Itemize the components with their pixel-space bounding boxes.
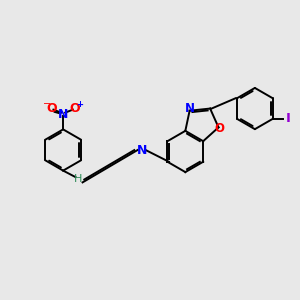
Text: O: O <box>46 102 57 115</box>
Text: N: N <box>58 108 68 121</box>
Text: N: N <box>136 143 147 157</box>
Text: H: H <box>74 174 82 184</box>
Text: O: O <box>214 122 224 135</box>
Text: +: + <box>76 100 83 109</box>
Text: O: O <box>70 102 80 115</box>
Text: −: − <box>43 99 51 110</box>
Text: N: N <box>185 102 195 115</box>
Text: I: I <box>286 112 290 125</box>
